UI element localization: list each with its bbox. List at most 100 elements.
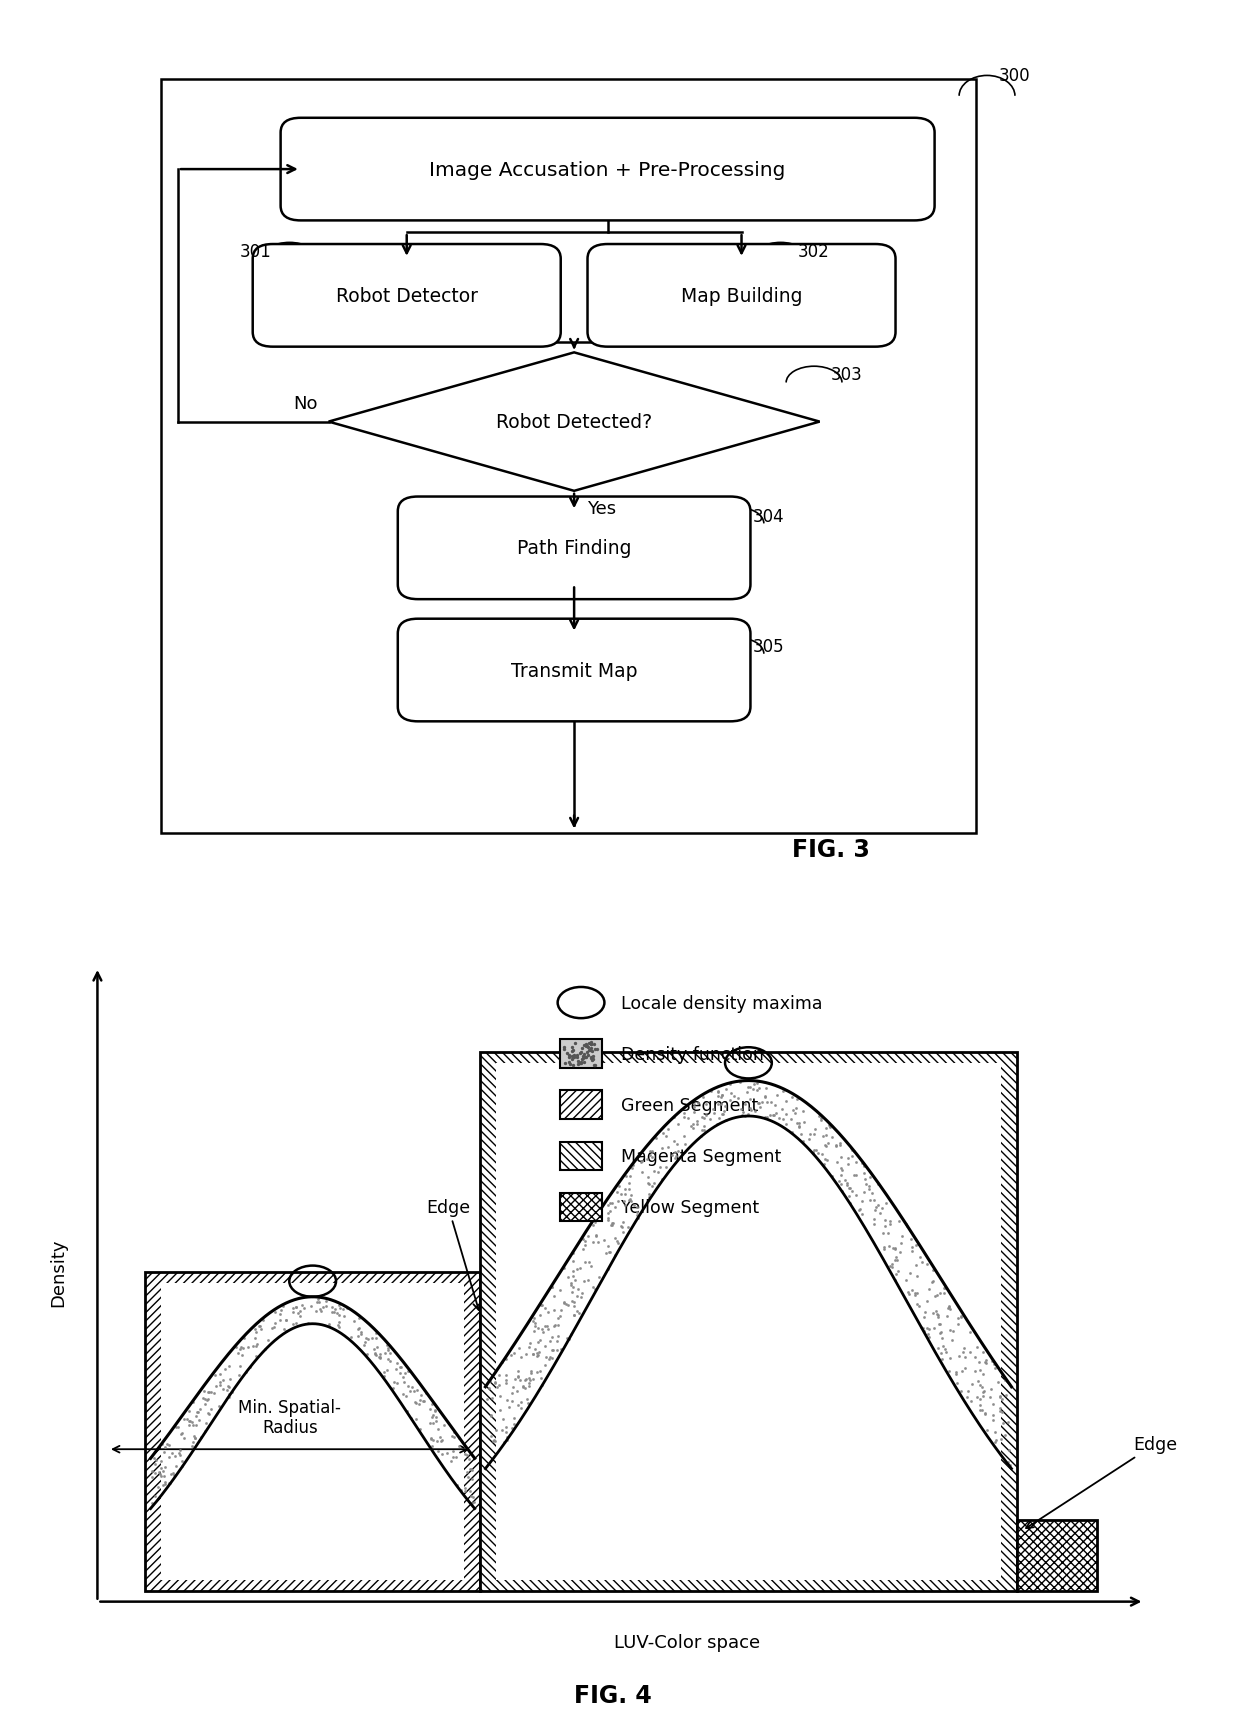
Point — [724, 1082, 744, 1110]
Point — [528, 1328, 548, 1356]
Point — [246, 1325, 265, 1353]
Point — [201, 1379, 221, 1406]
Point — [521, 1358, 541, 1386]
Point — [990, 1394, 1009, 1422]
Point — [928, 1301, 947, 1328]
Point — [985, 1351, 1004, 1379]
Point — [233, 1335, 253, 1363]
Point — [733, 1098, 753, 1126]
Point — [238, 1334, 258, 1361]
Point — [422, 1391, 441, 1419]
Point — [485, 1368, 505, 1396]
FancyBboxPatch shape — [588, 244, 895, 348]
Point — [290, 1302, 310, 1330]
Point — [935, 1275, 955, 1302]
Point — [939, 1358, 959, 1386]
Point — [170, 1438, 190, 1465]
Point — [930, 1311, 950, 1339]
Point — [719, 1070, 739, 1098]
Point — [701, 1105, 720, 1133]
Point — [265, 1309, 285, 1337]
Point — [557, 1325, 577, 1353]
Point — [579, 1036, 599, 1063]
Point — [874, 1212, 894, 1240]
Point — [285, 1309, 305, 1337]
Point — [255, 1335, 275, 1363]
Point — [880, 1252, 900, 1280]
Point — [253, 1306, 273, 1334]
Point — [496, 1367, 516, 1394]
Point — [562, 1278, 582, 1306]
Text: 304: 304 — [753, 507, 785, 527]
Text: Green Segment: Green Segment — [621, 1096, 759, 1114]
Point — [544, 1313, 564, 1341]
Point — [639, 1183, 658, 1211]
Point — [646, 1124, 666, 1152]
Point — [319, 1309, 339, 1337]
Text: 301: 301 — [239, 242, 272, 262]
Point — [558, 1290, 578, 1318]
Point — [327, 1299, 347, 1327]
Point — [508, 1391, 528, 1419]
Point — [804, 1138, 823, 1166]
Point — [508, 1363, 528, 1391]
Point — [213, 1367, 233, 1394]
Point — [523, 1341, 543, 1368]
Point — [489, 1361, 508, 1389]
Point — [926, 1297, 946, 1325]
Point — [539, 1346, 559, 1373]
Point — [820, 1114, 839, 1141]
Point — [398, 1372, 418, 1399]
Point — [162, 1458, 182, 1486]
Text: Edge: Edge — [1027, 1436, 1177, 1528]
Point — [221, 1365, 241, 1393]
Point — [791, 1121, 811, 1148]
Point — [939, 1294, 959, 1322]
Point — [755, 1082, 775, 1110]
Point — [608, 1188, 627, 1216]
Point — [191, 1424, 211, 1451]
Point — [444, 1419, 464, 1446]
Point — [615, 1192, 635, 1219]
Point — [532, 1316, 552, 1344]
Point — [880, 1211, 900, 1238]
Point — [831, 1129, 851, 1157]
Point — [919, 1315, 939, 1342]
Point — [443, 1443, 463, 1470]
Point — [742, 1096, 761, 1124]
Point — [761, 1088, 781, 1115]
Point — [143, 1490, 162, 1517]
Point — [394, 1368, 414, 1396]
Point — [196, 1391, 216, 1419]
Point — [350, 1315, 370, 1342]
Point — [527, 1358, 547, 1386]
Point — [219, 1380, 239, 1408]
Point — [414, 1387, 434, 1415]
Point — [321, 1292, 341, 1320]
Point — [998, 1450, 1018, 1477]
Point — [928, 1304, 947, 1332]
Point — [728, 1084, 748, 1112]
Point — [870, 1200, 890, 1228]
Point — [620, 1186, 640, 1214]
Text: FIG. 4: FIG. 4 — [574, 1684, 652, 1708]
Point — [511, 1394, 531, 1422]
Point — [246, 1342, 265, 1370]
Point — [200, 1379, 219, 1406]
Point — [579, 1029, 599, 1057]
Point — [425, 1403, 445, 1431]
Point — [562, 1271, 582, 1299]
Point — [889, 1207, 909, 1235]
Point — [180, 1408, 200, 1436]
Point — [691, 1122, 711, 1150]
Point — [567, 1256, 587, 1283]
Point — [739, 1100, 759, 1128]
Point — [405, 1389, 425, 1417]
Point — [529, 1301, 549, 1328]
FancyBboxPatch shape — [253, 244, 560, 348]
Point — [822, 1124, 842, 1152]
Point — [232, 1342, 252, 1370]
Text: Robot Detected?: Robot Detected? — [496, 412, 652, 431]
Point — [428, 1415, 448, 1443]
Point — [548, 1322, 568, 1349]
